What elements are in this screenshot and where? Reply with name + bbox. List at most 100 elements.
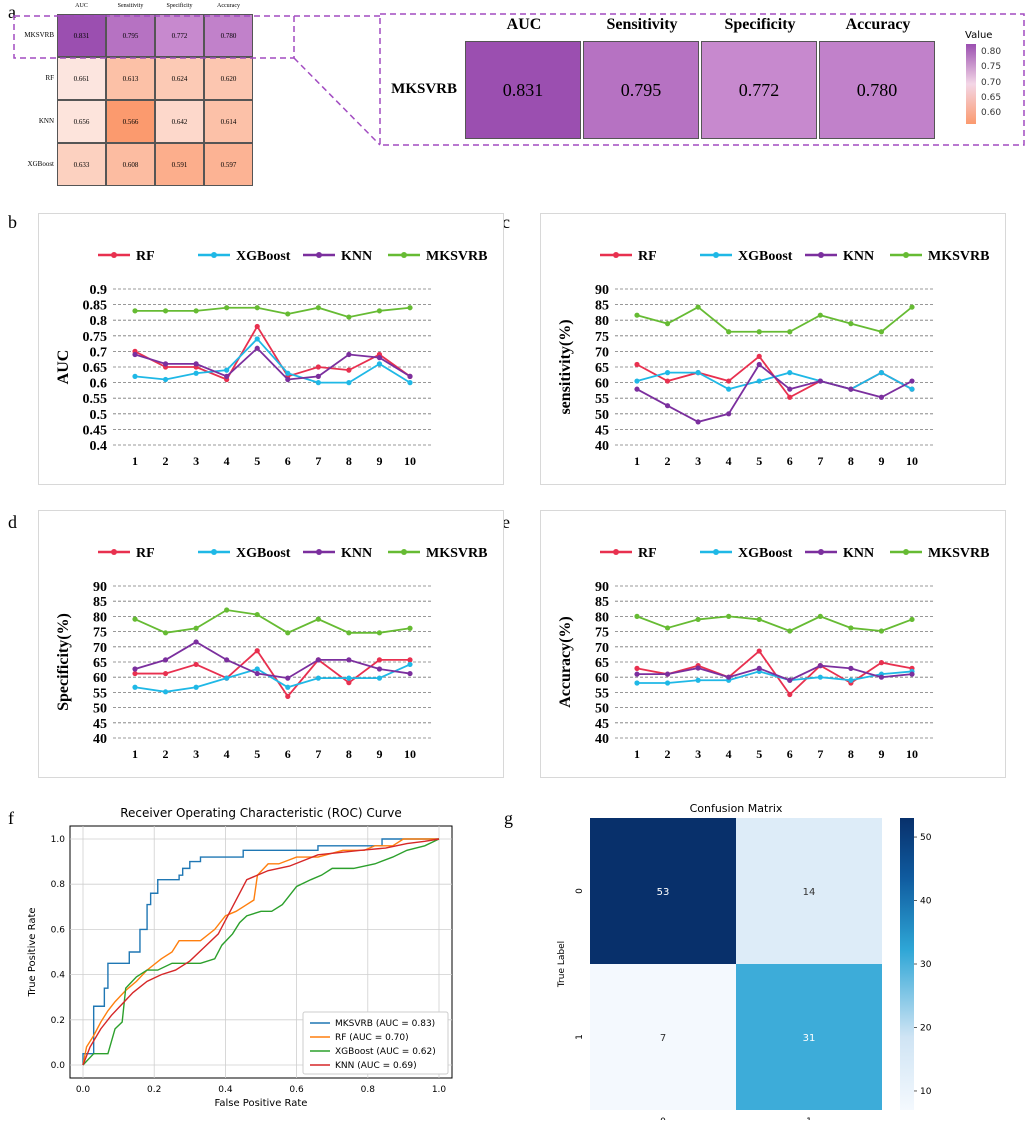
data-point (315, 305, 321, 311)
legend-label: MKSVRB (928, 249, 989, 264)
data-point (224, 657, 230, 663)
legend-item-xgboost: XGBoost (198, 546, 291, 561)
data-point (407, 661, 413, 668)
x-tick-label: 1 (806, 1117, 812, 1120)
data-point (315, 380, 321, 386)
heatmap-col-label: Accuracy (217, 3, 240, 9)
legend-marker (401, 252, 407, 258)
data-point (878, 370, 885, 376)
data-point (376, 361, 383, 367)
y-axis-label: Accuracy(%) (557, 616, 574, 708)
x-tick-label: 4 (224, 747, 230, 761)
series-line (135, 306, 411, 319)
legend-item-rf: RF (98, 546, 155, 561)
data-point (193, 308, 199, 314)
legend-marker (401, 549, 407, 555)
heatmap-cell: 0.780 (204, 14, 253, 57)
heatmap-row-label: XGBoost (27, 159, 54, 168)
x-tick-label: 8 (848, 454, 854, 468)
x-tick-label: 1 (132, 454, 138, 468)
y-tick-label: 0.85 (83, 299, 108, 314)
x-tick-label: 2 (163, 454, 169, 468)
data-point (315, 675, 321, 681)
series-line (134, 663, 411, 693)
panel-a-dashed-zoom-lines (13, 13, 1025, 146)
y-tick-label: 60 (595, 671, 609, 686)
data-point (878, 394, 885, 400)
data-point (756, 665, 762, 671)
data-point (254, 305, 260, 311)
zoom-col-label: AUC (506, 16, 542, 33)
legend-marker (713, 549, 719, 555)
y-tick-label: 65 (93, 656, 107, 671)
zoom-heatmap-cell: 0.831 (465, 41, 581, 139)
x-tick-label: 0.2 (147, 1085, 161, 1095)
panel-label-f: f (8, 808, 14, 828)
data-point (787, 628, 793, 634)
y-tick-label: 75 (93, 626, 107, 641)
data-point (132, 670, 138, 677)
data-point (909, 304, 915, 310)
series-line (134, 324, 411, 381)
data-point (817, 613, 823, 619)
x-tick-label: 0 (660, 1117, 666, 1120)
y-tick-label: 70 (93, 641, 107, 656)
y-tick-label: 55 (595, 686, 609, 701)
data-point (664, 370, 671, 376)
y-tick-label: 40 (595, 439, 609, 454)
x-tick-label: 6 (285, 454, 291, 468)
y-tick-label: 45 (93, 717, 107, 732)
y-axis-label: AUC (55, 350, 72, 385)
y-tick-label: 50 (595, 702, 609, 717)
data-point (132, 351, 138, 358)
legend-marker (111, 252, 117, 258)
x-tick-label: 1 (634, 454, 640, 468)
y-tick-label: 0.2 (51, 1016, 65, 1026)
heatmap-cell: 0.772 (155, 14, 204, 57)
data-point (376, 308, 383, 314)
legend-item-knn: KNN (303, 546, 372, 561)
y-tick-label: 65 (595, 361, 609, 376)
data-point (162, 376, 169, 383)
data-point (726, 674, 732, 680)
colorbar-tick-label: 20 (920, 1023, 932, 1033)
panel-label-b: b (8, 212, 17, 232)
x-tick-label: 1 (634, 747, 640, 761)
legend-tick: 0.65 (981, 92, 1002, 103)
data-point (726, 329, 732, 335)
roc-curve-knn (82, 838, 440, 1066)
data-point (285, 630, 291, 636)
legend-label: RF (638, 546, 657, 561)
y-tick-label: 0.8 (90, 314, 108, 329)
data-point (132, 373, 138, 379)
data-point (756, 329, 762, 335)
data-point (346, 351, 352, 358)
data-point (407, 670, 413, 677)
y-tick-label: 0.55 (83, 392, 108, 407)
data-point (756, 378, 762, 384)
data-point (254, 666, 260, 672)
data-point (787, 329, 793, 335)
y-tick-label: 1 (575, 1034, 585, 1040)
panel-label-d: d (8, 512, 17, 532)
data-point (376, 666, 383, 672)
data-point (224, 373, 230, 379)
data-point (787, 677, 793, 683)
x-tick-label: 10 (906, 747, 918, 761)
y-tick-label: 40 (93, 732, 107, 747)
series-line (135, 649, 410, 698)
panel-a-heatmap: AUC Sensitivity Specificity Accuracy MKSVRB 0… (0, 0, 1031, 200)
chart-f-roc: Receiver Operating Characteristic (ROC) … (27, 806, 453, 1109)
heatmap-cell: 0.597 (204, 143, 253, 186)
y-tick-label: 90 (93, 580, 107, 595)
y-tick-label: 50 (595, 408, 609, 423)
colorbar-tick-label: 50 (920, 833, 932, 843)
series-line (636, 615, 913, 632)
heatmap-cell: 0.613 (106, 57, 155, 100)
data-point (634, 361, 640, 368)
x-tick-label: 10 (404, 747, 416, 761)
series-knn (132, 639, 413, 681)
x-tick-label: 2 (163, 747, 169, 761)
legend-label: MKSVRB (426, 249, 487, 264)
data-point (254, 345, 260, 351)
